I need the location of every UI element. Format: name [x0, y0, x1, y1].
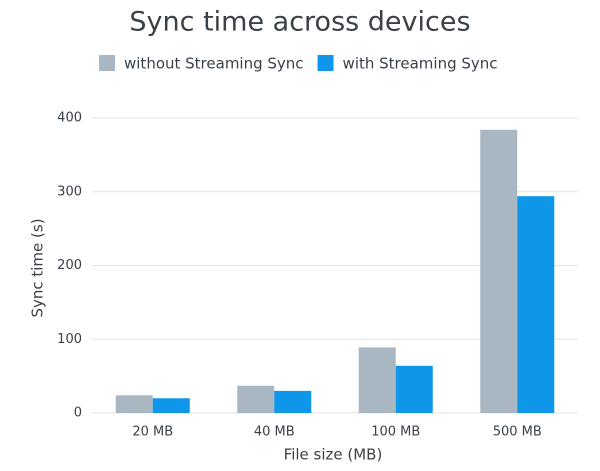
legend-swatch [317, 55, 334, 71]
bar [395, 365, 433, 413]
x-axis-label: File size (MB) [284, 446, 383, 464]
y-tick-label: 400 [57, 111, 82, 126]
bar [480, 129, 518, 414]
x-tick-label: 40 MB [254, 425, 295, 440]
x-tick-label: 500 MB [493, 425, 542, 440]
x-tick-label: 100 MB [371, 425, 420, 440]
legend-label: with Streaming Sync [343, 55, 498, 73]
bar [115, 395, 153, 413]
x-tick-label: 20 MB [132, 425, 173, 440]
y-tick-label: 100 [57, 332, 82, 347]
legend-swatch [99, 55, 115, 71]
bar [152, 398, 190, 413]
bar [237, 385, 275, 413]
y-tick-label: 0 [74, 406, 82, 421]
legend-label: without Streaming Sync [124, 55, 304, 73]
y-tick-label: 200 [57, 258, 82, 273]
y-tick-label: 300 [57, 184, 82, 199]
y-axis-label: Sync time (s) [29, 218, 47, 317]
bar [274, 390, 312, 413]
bar [517, 196, 555, 413]
chart-title: Sync time across devices [129, 7, 470, 38]
bar [358, 347, 396, 413]
